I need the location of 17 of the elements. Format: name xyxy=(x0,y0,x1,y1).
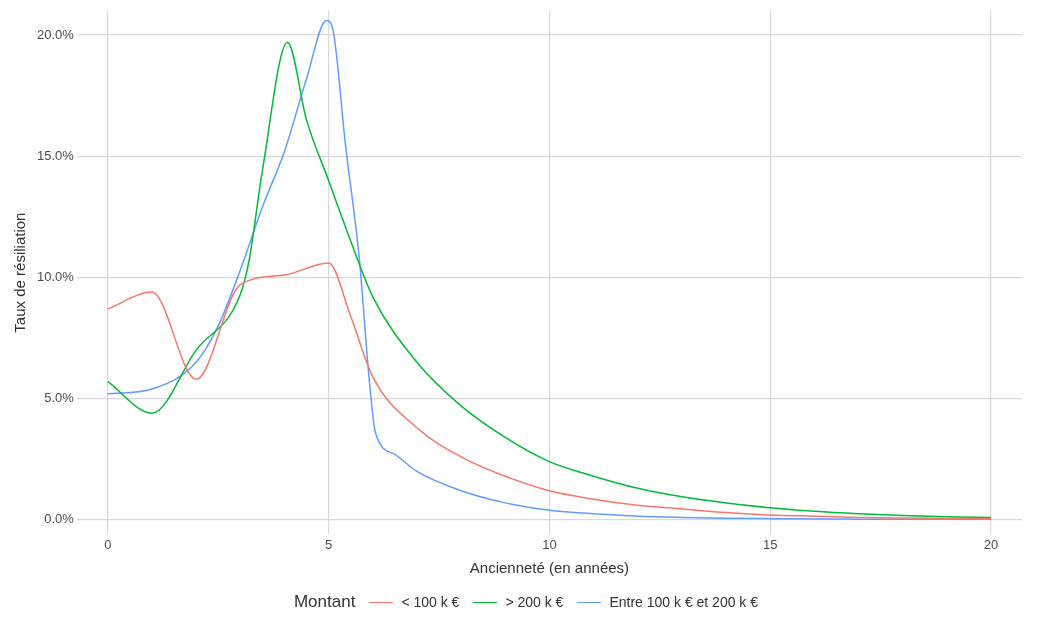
legend-label: > 200 k € xyxy=(505,594,564,610)
y-tick-label: 5.0% xyxy=(44,390,75,406)
x-tick-label: 10 xyxy=(542,536,557,552)
y-tick-label: 20.0% xyxy=(36,26,75,42)
x-tick-label: 15 xyxy=(763,536,778,552)
legend-label: Entre 100 k € et 200 k € xyxy=(609,594,759,610)
legend-label: < 100 k € xyxy=(401,594,460,610)
line-series xyxy=(107,262,992,520)
y-axis-title: Taux de résiliation xyxy=(11,212,29,333)
x-tick-label: 20 xyxy=(983,536,999,552)
y-tick-label: 10.0% xyxy=(36,269,75,285)
x-axis-title: Ancienneté (en années) xyxy=(469,559,630,577)
legend-title: Montant xyxy=(293,592,356,612)
y-tick-label: 15.0% xyxy=(36,147,75,163)
x-tick-label: 5 xyxy=(324,536,333,552)
x-tick-label: 0 xyxy=(104,536,112,552)
y-tick-label: 0.0% xyxy=(44,511,75,527)
